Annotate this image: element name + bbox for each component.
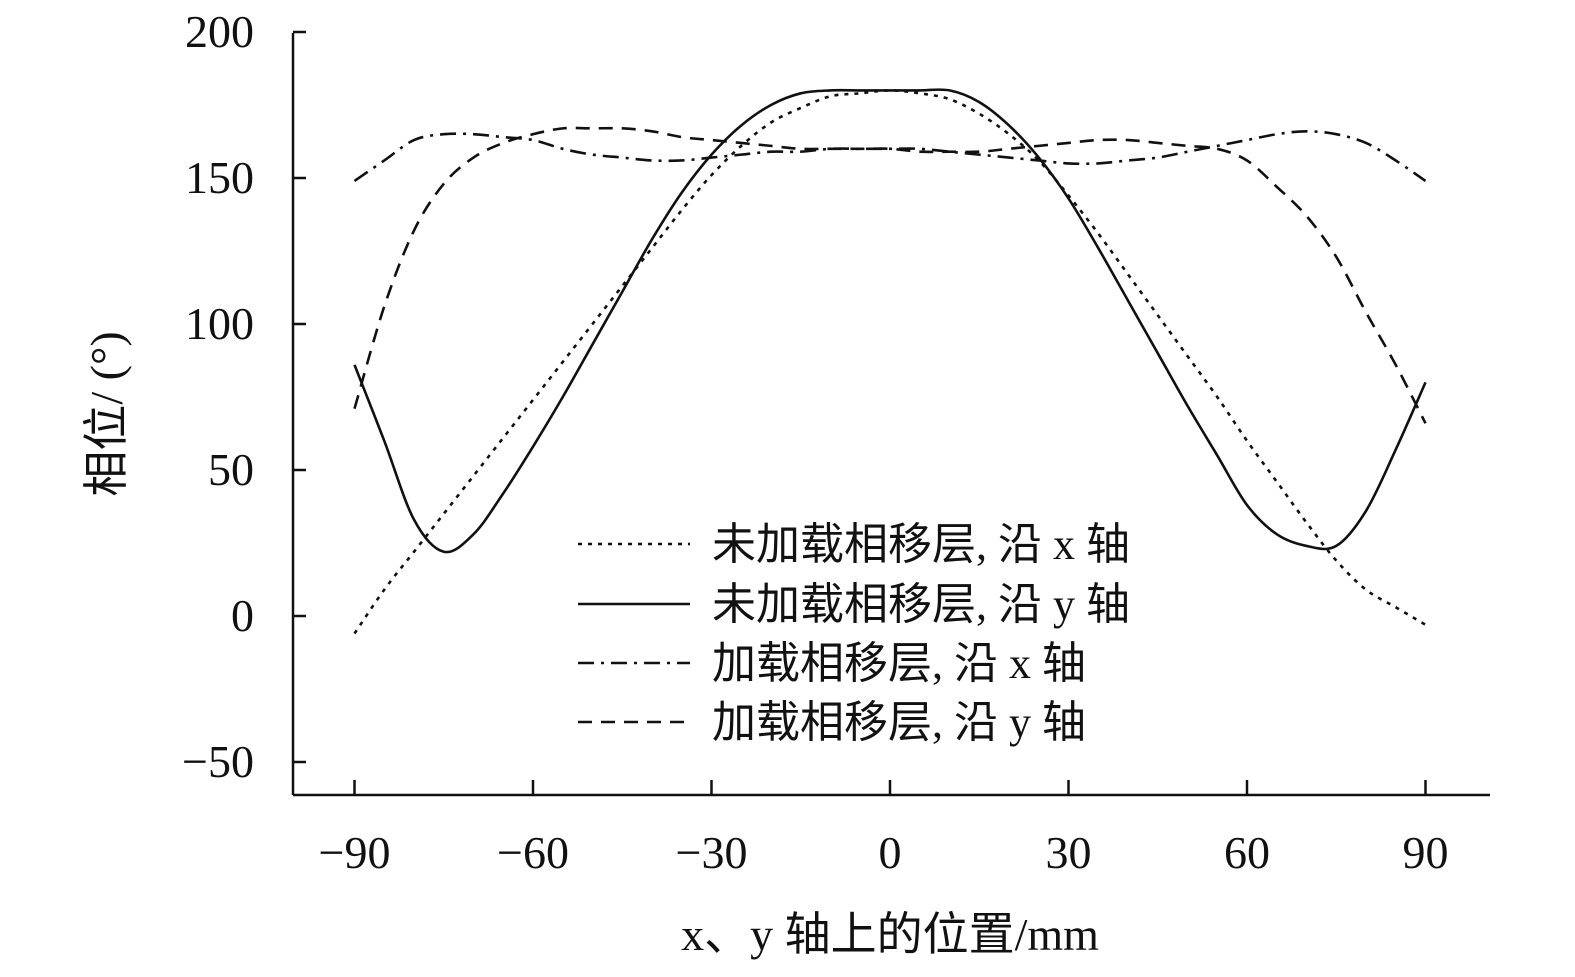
y-tick-label: 150 [185, 152, 254, 203]
legend-label-2: 未加载相移层, 沿 y 轴 [712, 580, 1130, 629]
legend-label-1: 未加载相移层, 沿 x 轴 [712, 520, 1130, 569]
y-tick-label: 200 [185, 6, 254, 57]
y-tick-label: 0 [231, 590, 254, 641]
series-line-4 [353, 126, 1427, 424]
series-line-3 [353, 129, 1427, 182]
x-tick-label: 90 [1403, 827, 1449, 878]
x-tick-label: −30 [676, 827, 748, 878]
y-ticks: −50 0 50 100 150 200 [182, 6, 306, 787]
x-tick-label: 60 [1224, 827, 1270, 878]
y-tick-label: 100 [185, 298, 254, 349]
y-tick-label: 50 [208, 444, 254, 495]
x-tick-label: −60 [497, 827, 569, 878]
x-tick-label: −90 [319, 827, 391, 878]
legend-label-4: 加载相移层, 沿 y 轴 [712, 698, 1086, 747]
y-tick-label: −50 [182, 736, 254, 787]
legend-label-3: 加载相移层, 沿 x 轴 [712, 639, 1086, 688]
series-line-2 [353, 88, 1427, 554]
x-axis-title: x、y 轴上的位置/mm [681, 909, 1099, 960]
series-layer [353, 88, 1427, 635]
x-ticks: −90 −60 −30 0 30 60 90 [319, 780, 1449, 878]
y-axis-title: 相位/ (°) [81, 331, 132, 496]
x-tick-label: 0 [879, 827, 902, 878]
x-tick-label: 30 [1046, 827, 1092, 878]
